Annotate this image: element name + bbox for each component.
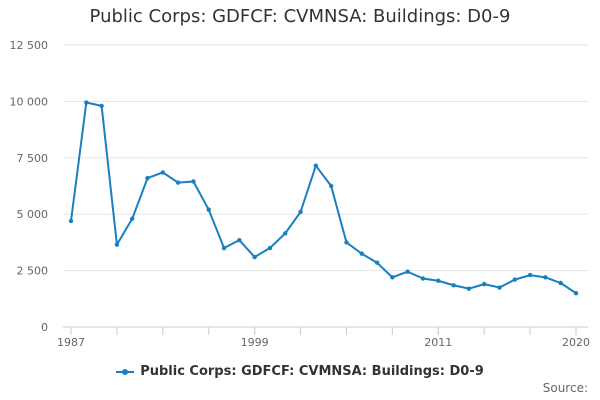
data-point (160, 170, 166, 175)
chart-title: Public Corps: GDFCF: CVMNSA: Buildings: … (89, 6, 511, 27)
source-label: Source: (542, 381, 588, 395)
y-axis: 0 2 500 5 000 7 500 10 000 12 500 (10, 39, 49, 334)
data-point (84, 100, 89, 105)
legend: Public Corps: GDFCF: CVMNSA: Buildings: … (0, 364, 600, 381)
y-tick-label: 7 500 (17, 152, 49, 165)
data-point (420, 276, 426, 281)
data-point (344, 240, 349, 245)
x-tick-label: 1987 (57, 336, 85, 349)
data-point (313, 163, 319, 168)
legend-line-marker-icon (116, 367, 135, 377)
gridlines (63, 44, 588, 272)
data-point (390, 275, 395, 280)
series-layer (68, 100, 579, 296)
data-point (558, 280, 563, 286)
data-point (267, 245, 273, 251)
data-point (283, 231, 288, 236)
data-point (130, 216, 135, 221)
data-point (252, 254, 257, 260)
data-point (221, 245, 227, 251)
data-point (451, 283, 456, 288)
data-point (374, 260, 380, 265)
data-point (359, 251, 364, 256)
data-point (466, 286, 472, 291)
data-point (481, 281, 487, 287)
x-tick-label: 1999 (241, 336, 269, 349)
data-point (68, 218, 74, 224)
data-point (512, 277, 517, 282)
data-point (237, 237, 242, 243)
legend-label: Public Corps: GDFCF: CVMNSA: Buildings: … (140, 364, 484, 379)
y-tick-label: 10 000 (10, 95, 49, 108)
data-point (497, 285, 502, 290)
data-point (405, 269, 410, 274)
y-tick-label: 5 000 (17, 208, 49, 221)
data-point (328, 183, 334, 189)
y-tick-label: 0 (41, 321, 48, 334)
series-line (70, 101, 577, 294)
x-tick-label: 2011 (424, 336, 452, 349)
data-point (573, 290, 579, 296)
y-tick-label: 12 500 (10, 39, 49, 52)
data-point (543, 275, 548, 280)
data-point (175, 180, 181, 185)
legend-item[interactable]: Public Corps: GDFCF: CVMNSA: Buildings: … (116, 364, 484, 379)
x-axis: 1987 1999 2011 2020 (57, 326, 590, 349)
data-point (191, 179, 196, 184)
data-point (145, 175, 150, 181)
data-point (436, 278, 441, 283)
data-point (114, 242, 120, 247)
x-tick-label: 2020 (562, 336, 590, 349)
y-tick-label: 2 500 (17, 265, 49, 278)
data-point (298, 209, 303, 215)
data-point (99, 103, 104, 109)
data-point (527, 272, 533, 278)
data-point (206, 207, 211, 212)
